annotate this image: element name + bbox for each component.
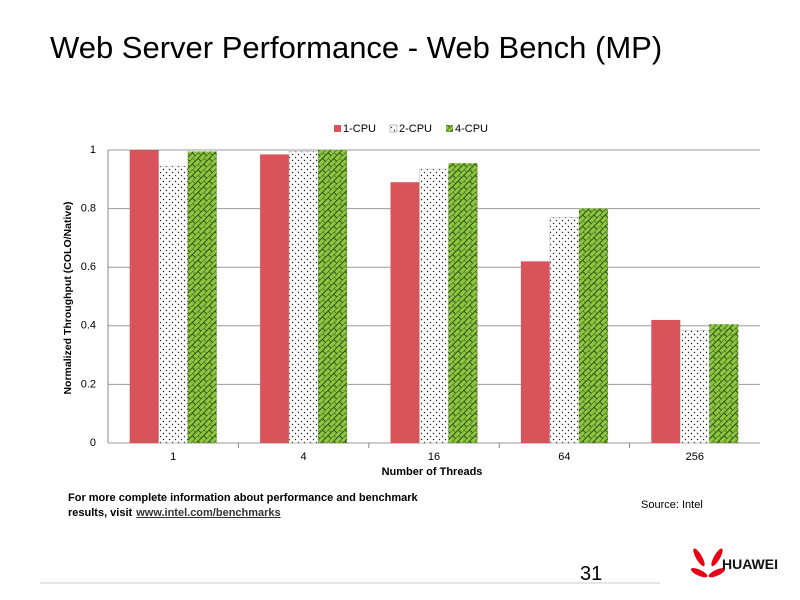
x-axis-label: Number of Threads (382, 466, 483, 478)
bar (709, 324, 739, 443)
bar (390, 182, 420, 444)
x-tick-label: 16 (428, 451, 440, 463)
legend-label: 1-CPU (343, 123, 376, 135)
y-axis-label: Normalized Throughput (COLO/Native) (62, 201, 74, 394)
y-tick-label: 0.6 (81, 261, 96, 273)
legend-swatch (446, 125, 453, 132)
note-text: results, visit (68, 507, 133, 519)
bar (419, 168, 449, 444)
source: Source: Intel (641, 499, 703, 511)
bar (578, 208, 608, 443)
slide-title: Web Server Performance - Web Bench (MP) (50, 30, 663, 65)
y-tick-label: 0.2 (81, 378, 96, 390)
bar (288, 151, 319, 444)
bar (318, 150, 348, 443)
x-tick-label: 256 (686, 451, 704, 463)
bar (187, 151, 217, 443)
link[interactable]: www.intel.com/benchmarks (136, 507, 281, 519)
bar (158, 165, 188, 444)
bar (651, 319, 681, 443)
logo-text: HUAWEI (722, 556, 778, 572)
bar (129, 150, 159, 443)
bar (448, 163, 478, 443)
legend-swatch (334, 125, 341, 132)
x-tick-label: 1 (170, 451, 176, 463)
chart: Number of Threads Normalized Throughput … (62, 123, 760, 478)
y-tick-label: 0.4 (81, 320, 96, 332)
y-tick-label: 1 (90, 144, 96, 156)
bar (549, 217, 580, 444)
page-number: 31 (580, 563, 603, 585)
y-tick-label: 0.8 (81, 203, 96, 215)
note-line: For more complete information about perf… (68, 492, 418, 504)
y-tick-label: 0 (90, 437, 96, 449)
note-line: results, visit www.intel.com/benchmarks (68, 506, 418, 521)
legend-swatch (389, 124, 398, 133)
legend-label: 4-CPU (455, 123, 488, 135)
logo-mark (690, 548, 726, 578)
footnote: For more complete information about perf… (68, 491, 418, 521)
legend-label: 2-CPU (399, 123, 432, 135)
x-tick-label: 4 (301, 451, 307, 463)
bar (680, 329, 710, 444)
x-tick-label: 64 (558, 451, 570, 463)
bar (520, 261, 550, 443)
bar (260, 154, 290, 443)
